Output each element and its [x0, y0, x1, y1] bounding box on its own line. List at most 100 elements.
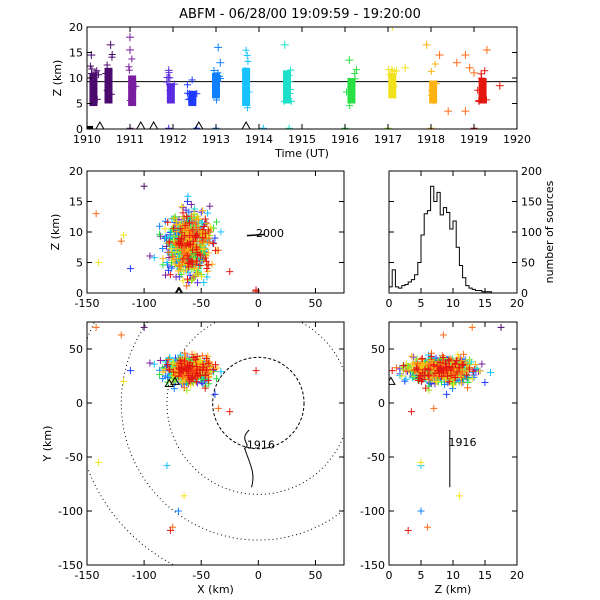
- xz-source: [179, 277, 187, 285]
- xz-source: [189, 246, 197, 254]
- range-ring: [87, 322, 344, 565]
- xy-source: [92, 323, 100, 331]
- xz-source: [187, 257, 195, 265]
- xy-source: [205, 358, 213, 366]
- xz-source: [192, 220, 200, 228]
- xz-source: [165, 239, 173, 247]
- xy-source: [226, 408, 234, 416]
- xz-source: [170, 214, 178, 222]
- xy-source: [192, 363, 200, 371]
- time-source: [170, 80, 178, 88]
- time-source: [125, 63, 133, 71]
- xy-source: [94, 458, 102, 466]
- xz-source: [140, 182, 148, 190]
- y-tick-label: 5: [76, 98, 83, 111]
- time-source: [481, 67, 489, 75]
- xz-source: [126, 265, 134, 273]
- xz-source: [196, 238, 204, 246]
- xz-source: [202, 257, 210, 265]
- time-column: [478, 78, 487, 104]
- xz-source: [183, 282, 191, 290]
- xz-source: [181, 222, 189, 230]
- time-source: [126, 97, 134, 105]
- time-source: [186, 90, 194, 98]
- xy-source: [180, 492, 188, 500]
- xy-source: [196, 366, 204, 374]
- time-outlier: [422, 40, 431, 49]
- xz-source: [217, 228, 225, 236]
- xz-source: [159, 245, 167, 253]
- xz-source: [169, 252, 177, 260]
- xz-source: [161, 234, 169, 242]
- xz-source: [190, 273, 198, 281]
- time-source: [108, 51, 116, 59]
- time-column: [212, 72, 220, 99]
- xy-station-triangle: [170, 376, 180, 385]
- xy-source: [210, 365, 218, 373]
- y-tick-label: 0: [76, 123, 83, 136]
- time-source: [91, 68, 99, 76]
- y-tick-label: 50: [69, 343, 83, 356]
- time-station-triangle: [241, 120, 251, 130]
- time-source: [244, 57, 252, 65]
- time-station-triangle: [148, 120, 159, 130]
- x-tick-label: 1910: [73, 133, 101, 146]
- time-source: [427, 91, 435, 99]
- xz-source: [204, 226, 212, 234]
- xy-source: [181, 349, 189, 357]
- xz-plot-area: 2000: [92, 182, 284, 293]
- time-column: [388, 72, 397, 99]
- time-source: [217, 75, 225, 83]
- xz-source: [210, 240, 218, 248]
- xz-source: [159, 255, 167, 263]
- xy-source: [164, 360, 172, 368]
- xz-source: [161, 234, 169, 242]
- time-source: [430, 97, 438, 105]
- xz-source: [178, 202, 186, 210]
- xy-track: [244, 429, 254, 488]
- y-tick-label: 0: [76, 287, 83, 300]
- xz-source: [198, 272, 206, 280]
- xz-source: [187, 200, 195, 208]
- xy-source: [169, 359, 177, 367]
- xz-source: [204, 209, 212, 217]
- xy-source: [200, 364, 208, 372]
- y-tick-label: 0: [76, 397, 83, 410]
- xz-source: [204, 261, 212, 269]
- time-ground-source: [259, 124, 267, 129]
- xy-source: [120, 377, 128, 385]
- time-source: [343, 88, 351, 96]
- time-column: [242, 67, 251, 107]
- xz-source: [194, 251, 202, 259]
- hist-y-axis-label: number of sources: [543, 180, 556, 283]
- xz-source: [199, 207, 207, 215]
- x-tick-label: 20: [510, 297, 524, 310]
- xy-source: [159, 375, 167, 383]
- xz-source: [189, 237, 197, 245]
- y-tick-label: 5: [76, 257, 83, 270]
- time-ground-source: [285, 124, 293, 129]
- xz-source: [203, 264, 211, 272]
- xz-source: [186, 258, 194, 266]
- time-source: [185, 96, 193, 104]
- zy-source: [478, 360, 486, 368]
- xz-source: [199, 234, 207, 242]
- xz-source: [193, 279, 201, 287]
- xy-frame: [86, 321, 345, 566]
- y-tick-label: 50: [521, 257, 535, 270]
- xy-source: [187, 367, 195, 375]
- x-tick-label: 1920: [503, 133, 531, 146]
- xz-source: [191, 205, 199, 213]
- time-source: [163, 78, 171, 86]
- xz-station-triangle: [175, 286, 184, 293]
- time-column: [104, 67, 113, 104]
- xz-source: [179, 255, 187, 263]
- xz-source: [173, 220, 181, 228]
- time-outlier: [435, 51, 444, 60]
- xy-source: [252, 367, 260, 375]
- xy-plot-area: 1916: [87, 322, 344, 565]
- xy-source: [180, 384, 188, 392]
- xy-source: [217, 368, 225, 376]
